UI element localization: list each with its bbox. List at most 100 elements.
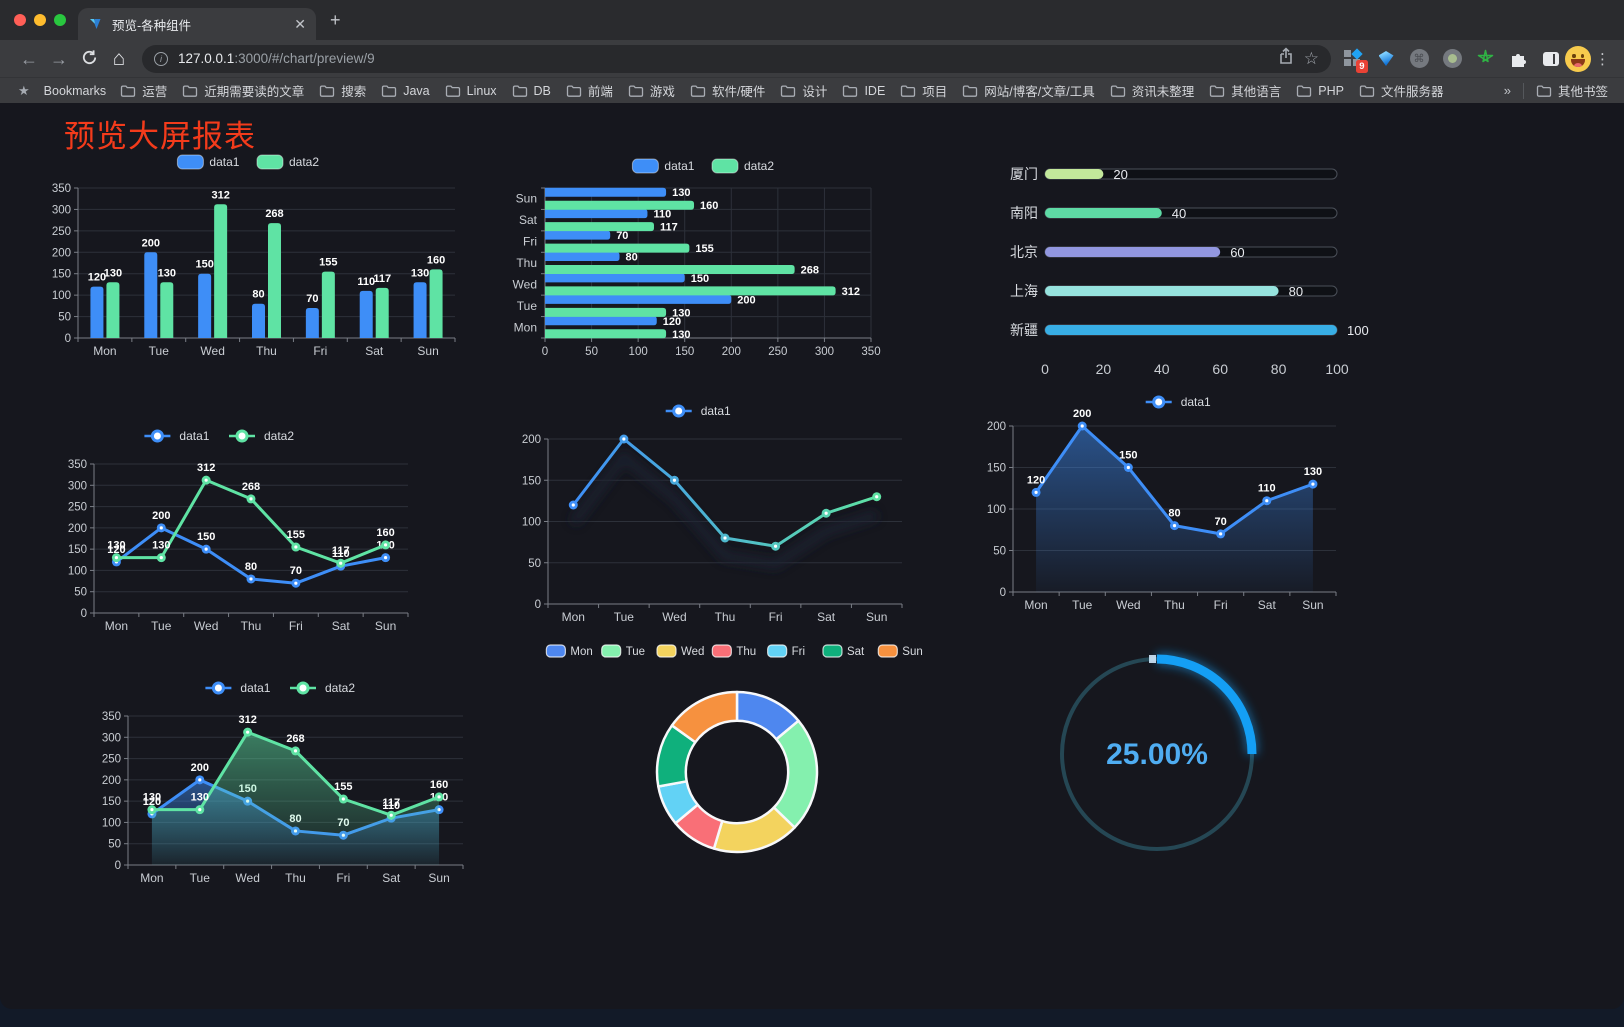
value-label: 130 — [1304, 466, 1322, 478]
x-tick-label: Fri — [289, 619, 303, 633]
chart-progress-bars[interactable]: 厦门 20 南阳 40 北京 60 上海 80 新疆 100 0 20 40 60 80 100 — [992, 152, 1392, 387]
progress-label: 上海 — [1010, 283, 1038, 299]
other-bookmarks-button[interactable]: 其他书签 — [1536, 81, 1608, 100]
y-tick-label: 350 — [52, 183, 71, 195]
chart-bar-horizontal[interactable]: data1 data2 0 50 100 150 200 250 300 350 Sun Sat Fri… — [502, 150, 922, 380]
chart-area-single[interactable]: data1 0 50 100 150 200 Mon Tue Wed Thu Fri Sat Sun 12… — [986, 386, 1390, 622]
reload-button[interactable] — [74, 49, 104, 69]
chart-gauge[interactable]: 25.00% — [1039, 636, 1275, 872]
progress-row[interactable]: 厦门 20 — [1010, 166, 1338, 182]
legend-item[interactable]: Tue — [601, 644, 645, 658]
legend-item[interactable]: Fri — [767, 644, 805, 658]
bookmark-folder[interactable]: 其他语言 — [1209, 81, 1281, 100]
legend-label: data1 — [179, 429, 209, 443]
value-label: 150 — [195, 259, 213, 271]
extensions-puzzle-button[interactable] — [1508, 49, 1528, 69]
legend-item[interactable]: data1 — [176, 154, 240, 170]
bookmark-folder[interactable]: 资讯未整理 — [1110, 81, 1195, 100]
progress-row[interactable]: 新疆 100 — [1010, 322, 1369, 338]
minimize-window-button[interactable] — [34, 14, 46, 26]
bookmark-folder[interactable]: Linux — [445, 84, 497, 98]
series-data1[interactable]: 120 200 150 80 70 110 130 — [1027, 408, 1322, 592]
chart-donut[interactable]: Mon Tue Wed Thu Fri Sat Sun — [540, 635, 940, 883]
browser-tab[interactable]: 预览-各种组件 ✕ — [78, 8, 316, 40]
chart-bar-vertical[interactable]: data1 data2 0 50 100 150 200 250 300 350 Mon Tue Wed… — [42, 146, 472, 376]
extension-record-button[interactable] — [1442, 49, 1462, 69]
tab-close-button[interactable]: ✕ — [294, 16, 306, 32]
forward-button[interactable]: → — [50, 48, 68, 69]
bookmark-star-button[interactable]: ☆ — [1303, 48, 1319, 68]
extension-grid-button[interactable]: 9 — [1343, 47, 1368, 73]
series-data2[interactable]: 130 130 312 268 155 117 160 — [107, 462, 395, 568]
bookmark-folder[interactable]: 游戏 — [628, 81, 675, 100]
legend-item[interactable]: Sat — [822, 644, 865, 658]
x-tick-label: Thu — [241, 619, 262, 633]
extension-gem-button[interactable] — [1376, 49, 1396, 69]
x-tick-label: Sun — [375, 619, 396, 633]
extension-star-button[interactable] — [1475, 49, 1495, 69]
bookmark-folder[interactable]: 设计 — [780, 81, 827, 100]
legend-item[interactable]: data2 — [229, 429, 294, 443]
bookmark-folder[interactable]: DB — [512, 84, 551, 98]
bookmark-folder[interactable]: 前端 — [566, 81, 613, 100]
legend-item[interactable]: data1 — [144, 429, 210, 443]
bookmark-folder-label: PHP — [1318, 83, 1344, 98]
site-info-icon[interactable]: i — [154, 51, 168, 66]
series-data2[interactable]: 160 117 155 268 312 130 130 — [545, 200, 860, 341]
value-label: 200 — [191, 762, 209, 774]
y-tick-label: 0 — [535, 599, 541, 611]
bookmark-folder[interactable]: PHP — [1296, 84, 1344, 98]
bookmark-folder[interactable]: IDE — [842, 84, 885, 98]
x-tick-label: Thu — [256, 344, 277, 358]
legend-item[interactable]: data1 — [631, 158, 695, 174]
donut-slices[interactable] — [655, 690, 819, 854]
bookmark-folder[interactable]: 软件/硬件 — [690, 81, 765, 100]
value-label: 200 — [1073, 408, 1091, 420]
legend-item[interactable]: Wed — [656, 644, 704, 658]
chart-area-two-series[interactable]: data1 data2 0 50 100 150 200 250 300 350 Mon Tue Wed… — [100, 672, 480, 902]
legend-item[interactable]: data1 — [205, 681, 271, 695]
bookmark-folder[interactable]: 运营 — [120, 81, 167, 100]
bookmark-folder[interactable]: 项目 — [900, 81, 947, 100]
progress-row[interactable]: 南阳 40 — [1010, 205, 1338, 221]
progress-row[interactable]: 北京 60 — [1010, 244, 1338, 260]
bookmark-folder[interactable]: Java — [381, 84, 430, 98]
home-button[interactable]: ⌂ — [112, 47, 126, 70]
side-panel-button[interactable] — [1541, 49, 1561, 69]
browser-menu-button[interactable]: ⋮ — [1595, 50, 1610, 68]
close-window-button[interactable] — [14, 14, 26, 26]
legend-item[interactable]: Thu — [711, 644, 756, 658]
progress-row[interactable]: 上海 80 — [1010, 283, 1338, 299]
legend-item[interactable]: data1 — [665, 404, 731, 418]
profile-avatar[interactable] — [1565, 45, 1591, 72]
chart-line-two-series[interactable]: data1 data2 0 50 100 150 200 250 300 350 Mon Tue Wed… — [40, 420, 418, 650]
new-tab-button[interactable]: + — [330, 10, 341, 30]
bookmark-folder[interactable]: 搜索 — [319, 81, 366, 100]
bookmark-folder[interactable]: 近期需要读的文章 — [182, 81, 304, 100]
legend-item[interactable]: data2 — [711, 158, 774, 174]
y-tick-label: 250 — [102, 754, 121, 766]
bookmark-folder[interactable]: 文件服务器 — [1359, 81, 1443, 100]
series-data2[interactable]: 130 130 312 268 155 117 160 — [143, 714, 449, 865]
series-data1[interactable]: 120 200 150 80 70 110 130 — [88, 237, 430, 338]
back-button[interactable]: ← — [20, 48, 38, 69]
series-data2[interactable]: 130 130 312 268 155 117 160 — [104, 189, 446, 338]
legend-item[interactable]: Mon — [545, 644, 593, 658]
bookmark-folder[interactable]: 网站/博客/文章/工具 — [962, 81, 1095, 100]
series-data1[interactable] — [568, 434, 882, 570]
legend-item[interactable]: data2 — [256, 154, 319, 170]
legend-item[interactable]: Sun — [877, 644, 923, 658]
bookmark-folder-label: 资讯未整理 — [1131, 85, 1195, 99]
y-tick-label: 150 — [68, 544, 87, 556]
bookmarks-overflow-button[interactable]: » — [1503, 83, 1511, 98]
chart-line-gradient[interactable]: data1 0 50 100 150 200 Mon Tue Wed Thu Fri Sat Sun — [498, 395, 918, 633]
address-bar[interactable]: i 127.0.0.1:3000/#/chart/preview/9 ☆ — [142, 44, 1331, 73]
legend-item[interactable]: data1 — [1145, 395, 1211, 409]
extension-command-button[interactable]: ⌘ — [1409, 49, 1429, 69]
y-tick-label: Mon — [514, 320, 537, 334]
share-button[interactable] — [1278, 47, 1294, 70]
legend-item[interactable]: data2 — [290, 681, 355, 695]
zoom-window-button[interactable] — [54, 14, 66, 26]
x-tick-label: Tue — [149, 344, 170, 358]
